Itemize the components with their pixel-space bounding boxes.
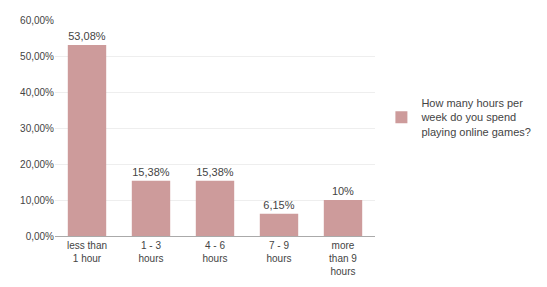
svg-text:50,00%: 50,00% [20, 51, 54, 62]
svg-text:20,00%: 20,00% [20, 159, 54, 170]
svg-text:4 - 6hours: 4 - 6hours [202, 240, 227, 264]
svg-text:1 - 3hours: 1 - 3hours [138, 240, 163, 264]
svg-text:7 - 9hours: 7 - 9hours [266, 240, 291, 264]
svg-text:less than1 hour: less than1 hour [67, 240, 107, 264]
svg-text:10%: 10% [332, 185, 354, 197]
svg-text:0,00%: 0,00% [26, 231, 54, 242]
svg-text:40,00%: 40,00% [20, 87, 54, 98]
svg-text:morethan 9hours: morethan 9hours [329, 240, 357, 277]
svg-text:60,00%: 60,00% [20, 15, 54, 26]
svg-text:How many hours perweek do you: How many hours perweek do you spendplayi… [420, 97, 530, 138]
svg-text:10,00%: 10,00% [20, 195, 54, 206]
svg-text:15,38%: 15,38% [196, 166, 234, 178]
svg-text:30,00%: 30,00% [20, 123, 54, 134]
svg-text:53,08%: 53,08% [68, 30, 106, 42]
svg-text:6,15%: 6,15% [263, 199, 294, 211]
svg-text:15,38%: 15,38% [132, 166, 170, 178]
